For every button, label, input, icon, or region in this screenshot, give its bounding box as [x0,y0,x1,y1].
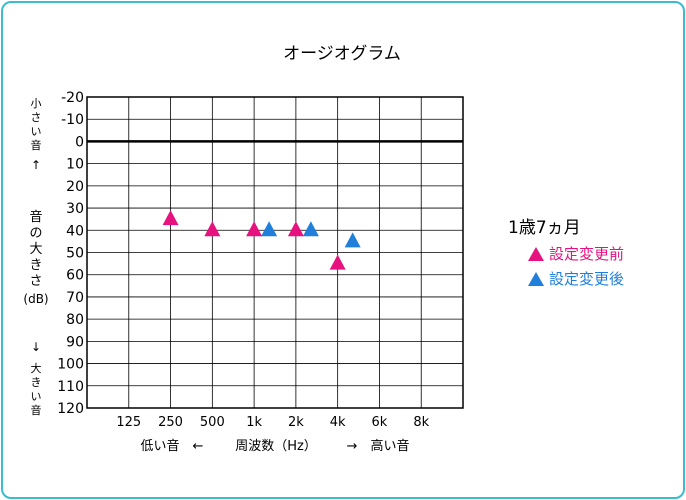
y-tick-labels: -20 -10 0 10 20 30 40 50 60 70 80 90 100 110 120 [57,90,84,417]
y-tick-label: 60 [66,268,84,284]
legend-marker-before [528,246,544,261]
legend-item-after: 設定変更後 [528,268,624,289]
marker-after [261,221,278,237]
x-tick-label: 1k [246,415,262,430]
x-tick-label: 4k [330,415,346,430]
marker-before [287,221,304,237]
y-tick-label: 0 [75,134,84,150]
chart-grid [86,96,464,409]
y-label-up-arrow: ↑ [30,158,42,172]
legend-title: 1歳7ヵ月 [508,218,581,238]
marker-after [344,232,361,248]
x-axis-label: 周波数（Hz） [235,439,317,454]
legend-marker-after [528,271,544,286]
y-tick-label: 50 [66,246,84,262]
x-tick-label: 125 [116,415,141,430]
y-tick-label: -10 [61,112,84,128]
y-label-unit: (dB) [23,292,49,306]
x-tick-label: 250 [158,415,183,430]
legend-label-before: 設定変更前 [549,245,625,263]
x-tick-label: 500 [200,415,225,430]
y-tick-label: 10 [66,157,84,173]
marker-before [329,254,346,270]
y-tick-label: 20 [66,179,84,195]
x-tick-label: 6k [372,415,388,430]
y-label-mid: 音の大きさ [29,210,43,289]
x-axis-label-left: 低い音 ← [141,438,204,454]
legend-item-before: 設定変更前 [528,243,624,264]
data-marks [162,210,361,270]
marker-before [246,221,263,237]
marker-before [204,221,221,237]
chart-title: オージオグラム [283,44,401,64]
x-tick-label: 8k [413,415,429,430]
y-tick-label: 80 [66,312,84,328]
x-tick-labels: 125 250 500 1k 2k 4k 6k 8k [116,415,429,430]
y-tick-label: 70 [66,290,84,306]
y-tick-label: 120 [57,401,84,417]
y-label-bottom: 大きい音 [30,362,42,417]
y-tick-label: 100 [57,357,84,373]
legend-label-after: 設定変更後 [549,270,625,288]
y-tick-label: -20 [61,90,84,106]
y-tick-label: 110 [57,379,84,395]
marker-after [302,221,319,237]
x-axis-label-right: → 高い音 [347,438,410,454]
y-tick-label: 90 [66,334,84,350]
y-tick-label: 30 [66,201,84,217]
y-label-down-arrow: ↓ [30,340,42,354]
y-tick-label: 40 [66,223,84,239]
x-tick-label: 2k [288,415,304,430]
marker-before [162,210,179,226]
y-label-top: 小さい音 [30,97,42,152]
